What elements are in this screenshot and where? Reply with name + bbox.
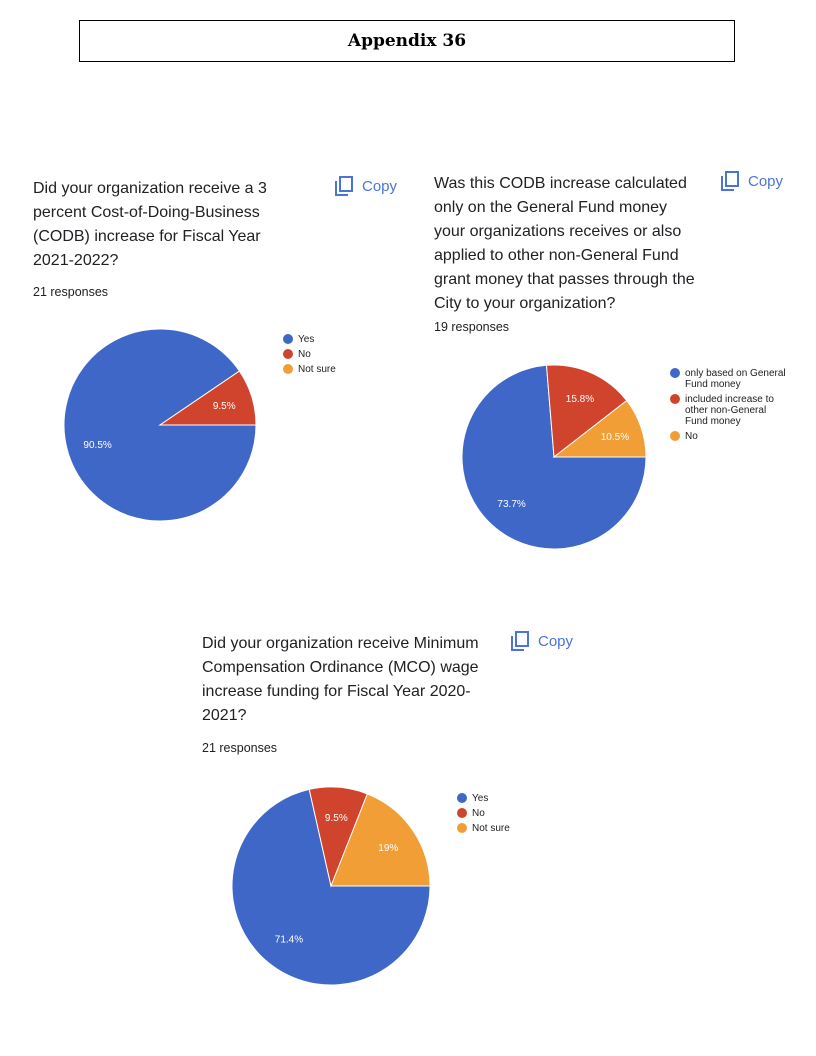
legend-swatch [283, 334, 293, 344]
copy-label: Copy [748, 172, 784, 190]
appendix-title: Appendix 36 [347, 31, 467, 51]
legend-label: included increase to other non-General F… [685, 394, 774, 427]
pie-chart-3: 71.4% 9.5% 19% [231, 786, 431, 986]
legend-swatch [457, 823, 467, 833]
copy-icon [511, 631, 529, 651]
question-3-responses: 21 responses [202, 741, 278, 755]
legend-label: only based on General Fund money [685, 368, 786, 390]
legend-label: No [298, 349, 311, 360]
legend-item: Yes [283, 334, 336, 345]
legend-1: Yes No Not sure [283, 334, 336, 379]
copy-icon [335, 176, 353, 196]
slice-label-0: 73.7% [497, 499, 525, 510]
copy-label: Copy [362, 177, 398, 195]
slice-label-1: 9.5% [213, 401, 236, 412]
legend-swatch [457, 793, 467, 803]
question-1-responses: 21 responses [33, 285, 109, 299]
legend-label: No [685, 431, 698, 442]
copy-button-3[interactable]: Copy [510, 630, 573, 652]
slice-label-1: 9.5% [325, 813, 348, 824]
slice-label-1: 15.8% [566, 394, 594, 405]
legend-swatch [283, 349, 293, 359]
legend-swatch [670, 394, 680, 404]
legend-item: Yes [457, 793, 510, 804]
legend-item: No [457, 808, 510, 819]
legend-item: No [283, 349, 336, 360]
legend-label: Yes [298, 334, 315, 345]
legend-swatch [457, 808, 467, 818]
pie-slice-1 [545, 364, 628, 458]
copy-button-1[interactable]: Copy [334, 175, 397, 197]
legend-label: Not sure [472, 823, 510, 834]
question-1-title: Did your organization receive a 3 percen… [33, 180, 267, 269]
legend-item: included increase to other non-General F… [670, 394, 790, 427]
question-2-title: Was this CODB increase calculated only o… [434, 175, 695, 312]
legend-swatch [670, 431, 680, 441]
copy-label: Copy [538, 632, 574, 650]
pie-slice-2 [330, 793, 431, 887]
pie-chart-1: 90.5% 9.5% [63, 328, 257, 522]
pie-slice-1 [158, 370, 257, 426]
slice-label-0: 71.4% [275, 935, 303, 946]
slice-label-0: 90.5% [83, 440, 111, 451]
legend-item: Not sure [283, 364, 336, 375]
legend-swatch [283, 364, 293, 374]
slice-label-2: 10.5% [601, 432, 629, 443]
legend-label: No [472, 808, 485, 819]
pie-chart-2: 73.7% 15.8% 10.5% [461, 364, 647, 550]
legend-item: No [670, 431, 790, 442]
legend-label: Yes [472, 793, 489, 804]
legend-item: only based on General Fund money [670, 368, 790, 390]
legend-2: only based on General Fund money included… [670, 368, 790, 446]
question-3-title: Did your organization receive Minimum Co… [202, 635, 479, 724]
legend-label: Not sure [298, 364, 336, 375]
copy-button-2[interactable]: Copy [720, 170, 783, 192]
appendix-header: Appendix 36 [79, 20, 735, 62]
legend-swatch [670, 368, 680, 378]
question-2-responses: 19 responses [434, 320, 510, 334]
copy-icon [721, 171, 739, 191]
legend-item: Not sure [457, 823, 510, 834]
slice-label-2: 19% [378, 843, 398, 854]
legend-3: Yes No Not sure [457, 793, 510, 838]
pie-slice-2 [552, 399, 647, 458]
